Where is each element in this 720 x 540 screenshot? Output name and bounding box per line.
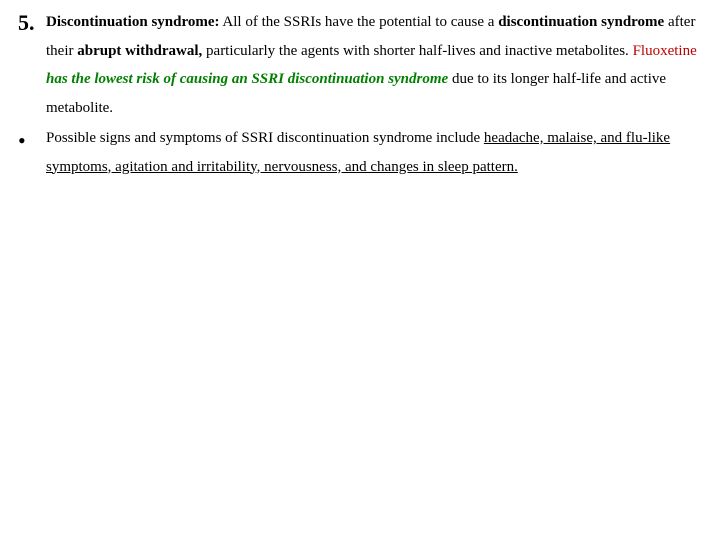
bullet-1-t1: Possible signs and symptoms of SSRI disc… <box>46 130 484 146</box>
item-5: 5. Discontinuation syndrome: All of the … <box>18 8 702 122</box>
bullet-1-content: Possible signs and symptoms of SSRI disc… <box>46 124 702 181</box>
item-5-content: Discontinuation syndrome: All of the SSR… <box>46 8 702 122</box>
item-5-marker: 5. <box>18 8 46 36</box>
item-5-heading: Discontinuation syndrome: <box>46 14 220 30</box>
item-5-t1: All of the SSRIs have the potential to c… <box>220 14 499 30</box>
bullet-1-marker: • <box>18 124 46 152</box>
bullet-1: • Possible signs and symptoms of SSRI di… <box>18 124 702 181</box>
item-5-t6: Fluoxetine <box>633 43 697 59</box>
item-5-t2: discontinuation syndrome <box>498 14 664 30</box>
item-5-t5: particularly the agents with shorter hal… <box>202 43 632 59</box>
item-5-t7: has the lowest risk of causing an SSRI d… <box>46 71 448 87</box>
item-5-t4: abrupt withdrawal, <box>77 43 202 59</box>
